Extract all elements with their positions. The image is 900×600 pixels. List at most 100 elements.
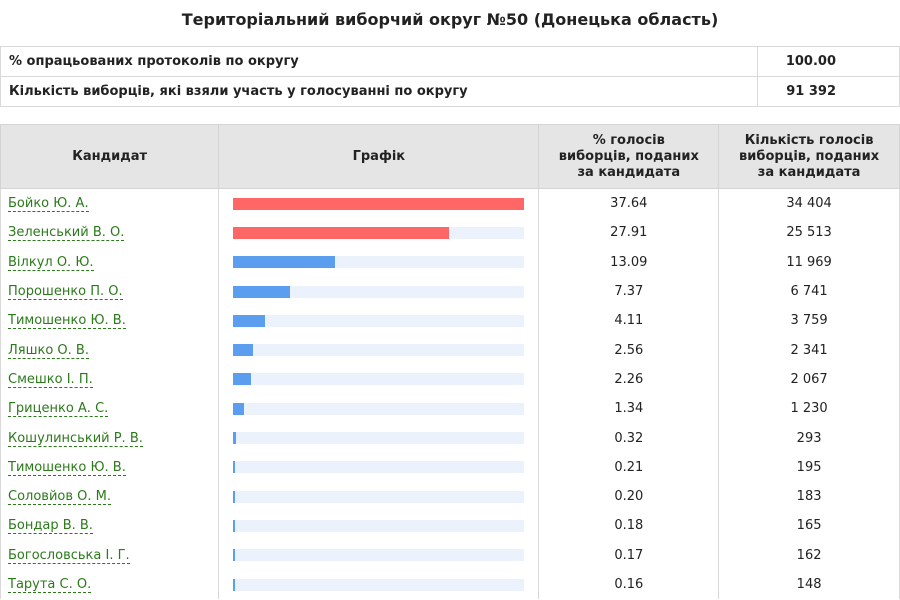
bar-cell — [218, 540, 540, 570]
bar-cell — [218, 511, 540, 541]
vote-bar — [233, 285, 291, 298]
votes-cell: 34 404 — [718, 188, 900, 219]
summary-value: 91 392 — [757, 76, 900, 107]
percent-cell: 1.34 — [538, 394, 720, 424]
vote-bar — [233, 256, 335, 269]
percent-cell: 13.09 — [538, 247, 720, 277]
summary-row-processed: % опрацьованих протоколів по округу 100.… — [0, 46, 900, 77]
bar-cell — [218, 218, 540, 248]
header-text: % голосів — [592, 132, 665, 148]
bar-track — [233, 578, 525, 591]
candidate-cell: Тарута С. О. — [0, 569, 220, 600]
results-table: Кандидат Графік % голосів виборців, пода… — [0, 124, 900, 600]
percent-cell: 0.32 — [538, 423, 720, 453]
candidate-link[interactable]: Гриценко А. С. — [8, 401, 109, 418]
vote-bar — [233, 432, 236, 445]
summary-label: % опрацьованих протоколів по округу — [0, 46, 758, 77]
table-row: Порошенко П. О. 7.37 6 741 — [0, 276, 900, 307]
bar-track — [233, 226, 525, 239]
table-row: Тимошенко Ю. В. 0.21 195 — [0, 452, 900, 482]
bar-cell — [218, 247, 540, 277]
candidate-cell: Кошулинський Р. В. — [0, 423, 220, 453]
candidate-link[interactable]: Соловйов О. М. — [8, 489, 111, 506]
percent-cell: 0.20 — [538, 481, 720, 512]
candidate-link[interactable]: Зеленський В. О. — [8, 225, 125, 242]
candidate-cell: Бондар В. В. — [0, 511, 220, 541]
candidate-link[interactable]: Тимошенко Ю. В. — [8, 459, 126, 476]
candidate-link[interactable]: Кошулинський Р. В. — [8, 430, 143, 447]
votes-cell: 2 067 — [718, 364, 900, 395]
bar-track — [233, 197, 525, 210]
bar-track — [233, 314, 525, 327]
votes-cell: 2 341 — [718, 335, 900, 365]
candidate-link[interactable]: Бойко Ю. А. — [8, 196, 89, 213]
bar-track — [233, 432, 525, 445]
summary-value: 100.00 — [757, 46, 900, 77]
votes-cell: 3 759 — [718, 306, 900, 336]
header-text: виборців, поданих — [558, 148, 699, 164]
votes-cell: 183 — [718, 481, 900, 512]
candidate-link[interactable]: Порошенко П. О. — [8, 284, 123, 301]
vote-bar — [233, 519, 236, 532]
table-row: Бондар В. В. 0.18 165 — [0, 511, 900, 541]
candidate-cell: Вілкул О. Ю. — [0, 247, 220, 277]
percent-cell: 0.21 — [538, 452, 720, 482]
percent-cell: 2.26 — [538, 364, 720, 395]
percent-cell: 2.56 — [538, 335, 720, 365]
table-row: Кошулинський Р. В. 0.32 293 — [0, 423, 900, 453]
table-row: Зеленський В. О. 27.91 25 513 — [0, 218, 900, 248]
candidate-link[interactable]: Ляшко О. В. — [8, 342, 89, 359]
bar-track — [233, 519, 525, 532]
header-text: виборців, поданих — [739, 148, 880, 164]
votes-cell: 165 — [718, 511, 900, 541]
percent-cell: 0.17 — [538, 540, 720, 570]
bar-track — [233, 490, 525, 503]
vote-bar — [233, 461, 236, 474]
summary-label: Кількість виборців, які взяли участь у г… — [0, 76, 758, 107]
bar-cell — [218, 394, 540, 424]
candidate-cell: Порошенко П. О. — [0, 276, 220, 307]
bar-track — [233, 285, 525, 298]
candidate-cell: Тимошенко Ю. В. — [0, 452, 220, 482]
bar-cell — [218, 276, 540, 307]
vote-bar — [233, 402, 244, 415]
percent-cell: 27.91 — [538, 218, 720, 248]
table-row: Гриценко А. С. 1.34 1 230 — [0, 394, 900, 424]
results-header-row: Кандидат Графік % голосів виборців, пода… — [0, 124, 900, 189]
percent-cell: 0.16 — [538, 569, 720, 600]
table-row: Вілкул О. Ю. 13.09 11 969 — [0, 247, 900, 277]
vote-bar — [233, 314, 266, 327]
votes-cell: 162 — [718, 540, 900, 570]
column-header-votes: Кількість голосів виборців, поданих за к… — [718, 124, 900, 189]
candidate-link[interactable]: Тимошенко Ю. В. — [8, 313, 126, 330]
bar-cell — [218, 364, 540, 395]
table-row: Смешко І. П. 2.26 2 067 — [0, 364, 900, 395]
votes-cell: 293 — [718, 423, 900, 453]
candidate-link[interactable]: Вілкул О. Ю. — [8, 254, 94, 271]
bar-cell — [218, 306, 540, 336]
candidate-cell: Бойко Ю. А. — [0, 188, 220, 219]
bar-cell — [218, 481, 540, 512]
table-row: Богословська І. Г. 0.17 162 — [0, 540, 900, 570]
votes-cell: 1 230 — [718, 394, 900, 424]
candidate-link[interactable]: Тарута С. О. — [8, 577, 92, 593]
vote-bar — [233, 344, 254, 357]
percent-cell: 7.37 — [538, 276, 720, 307]
percent-cell: 37.64 — [538, 188, 720, 219]
summary-row-turnout: Кількість виборців, які взяли участь у г… — [0, 76, 900, 107]
table-row: Соловйов О. М. 0.20 183 — [0, 481, 900, 512]
bar-track — [233, 549, 525, 562]
summary-table: % опрацьованих протоколів по округу 100.… — [0, 46, 900, 107]
candidate-link[interactable]: Бондар В. В. — [8, 518, 93, 535]
bar-cell — [218, 423, 540, 453]
bar-track — [233, 373, 525, 386]
column-header-percent: % голосів виборців, поданих за кандидата — [538, 124, 720, 189]
header-text: за кандидата — [577, 164, 681, 180]
candidate-cell: Гриценко А. С. — [0, 394, 220, 424]
candidate-link[interactable]: Смешко І. П. — [8, 371, 93, 388]
candidate-link[interactable]: Богословська І. Г. — [8, 547, 130, 564]
vote-bar — [233, 373, 251, 386]
table-row: Бойко Ю. А. 37.64 34 404 — [0, 188, 900, 219]
table-row: Ляшко О. В. 2.56 2 341 — [0, 335, 900, 365]
table-row: Тарута С. О. 0.16 148 — [0, 569, 900, 600]
